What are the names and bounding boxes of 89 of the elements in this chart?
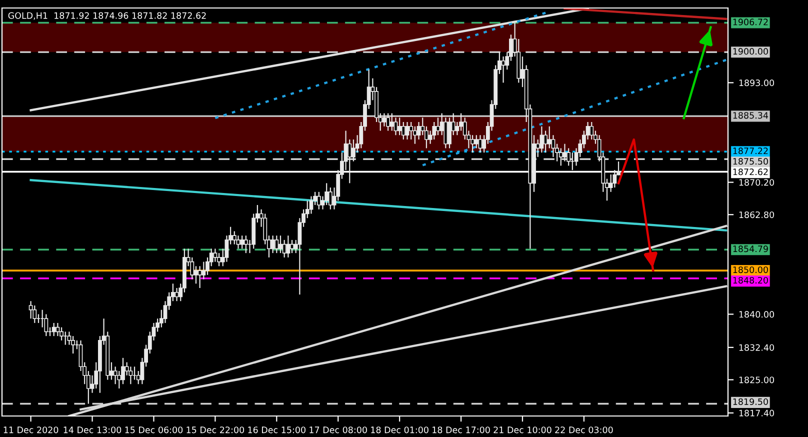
candlestick — [608, 174, 613, 192]
candlestick — [562, 143, 567, 162]
candlestick — [274, 235, 279, 254]
candlestick — [309, 196, 314, 214]
candlestick — [32, 304, 37, 324]
candlestick — [348, 138, 352, 184]
x-tick-label: 22 Dec 03:00 — [555, 426, 613, 434]
x-tick-label: 11 Dec 2020 — [4, 426, 58, 434]
candlestick — [328, 186, 332, 210]
ref-line-label: 1906.72 — [733, 18, 768, 26]
candlestick — [198, 266, 202, 289]
candlestick — [213, 248, 218, 262]
candlestick — [558, 148, 563, 166]
candlestick — [436, 117, 440, 136]
candlestick — [432, 121, 436, 140]
ref-line-label: 1885.34 — [733, 112, 768, 119]
ref-line-label: 1872.62 — [733, 168, 768, 176]
candlestick — [117, 370, 122, 390]
candlestick — [386, 112, 390, 132]
ref-line-label: 1877.22 — [733, 148, 768, 154]
x-tick-label: 16 Dec 15:00 — [248, 426, 306, 434]
candlestick — [382, 112, 386, 127]
candlestick — [174, 287, 179, 302]
candlestick — [566, 148, 571, 166]
candlestick — [478, 134, 482, 154]
x-tick-label: 17 Dec 08:00 — [310, 426, 367, 434]
candlestick — [416, 121, 421, 140]
candlestick — [202, 261, 206, 280]
x-tick-label: 18 Dec 01:00 — [371, 426, 428, 434]
candlestick — [217, 252, 221, 267]
candlestick — [282, 239, 286, 258]
y-tick-label: 1817.40 — [739, 410, 774, 416]
candlestick — [390, 112, 394, 132]
candlestick — [286, 235, 290, 258]
candlestick — [71, 336, 76, 354]
candlestick — [501, 56, 506, 84]
candlestick — [401, 121, 406, 140]
candlestick — [324, 182, 329, 206]
y-tick-label: 1832.40 — [739, 344, 774, 351]
ref-line-label: 1819.50 — [733, 398, 768, 405]
candlestick — [316, 191, 321, 210]
y-tick-label: 1870.20 — [739, 179, 774, 186]
x-tick-label: 15 Dec 22:00 — [186, 426, 244, 434]
candlestick — [394, 117, 398, 136]
y-tick-label: 1862.80 — [739, 211, 774, 218]
candlestick — [412, 126, 417, 144]
candlestick — [278, 235, 282, 254]
candlestick — [290, 239, 294, 254]
candlestick — [405, 121, 410, 140]
candlestick — [244, 235, 248, 254]
candlestick — [352, 138, 356, 162]
candlestick — [459, 112, 463, 132]
candlestick — [540, 126, 544, 154]
ref-line-label: 1900.00 — [733, 48, 768, 55]
x-tick-label: 18 Dec 17:00 — [432, 426, 490, 434]
candlestick — [113, 366, 118, 385]
candlestick — [470, 134, 475, 154]
x-tick-label: 15 Dec 06:00 — [125, 426, 183, 434]
candlestick — [194, 266, 198, 284]
candlestick — [236, 235, 240, 250]
candlestick — [56, 322, 60, 337]
chart-title: GOLD,H1 1871.92 1874.96 1871.82 1872.62 — [8, 12, 206, 20]
y-tick-label: 1840.00 — [739, 311, 774, 318]
candlestick — [398, 117, 402, 136]
candlestick — [121, 357, 125, 385]
x-tick-label: 14 Dec 13:00 — [64, 426, 122, 434]
candlestick — [240, 235, 244, 250]
candlestick — [590, 121, 594, 140]
candlestick — [128, 366, 133, 385]
candlestick — [28, 300, 33, 320]
candlestick — [547, 126, 552, 149]
y-tick-label: 1893.00 — [739, 80, 774, 86]
x-tick-label: 21 Dec 10:00 — [494, 426, 552, 434]
candlestick — [612, 170, 617, 188]
candlestick — [409, 121, 414, 140]
y-tick-label: 1825.00 — [739, 376, 774, 384]
candlestick — [52, 322, 56, 337]
candlestick — [544, 130, 548, 154]
candlestick — [448, 117, 452, 149]
candlestick — [232, 230, 236, 245]
ref-line-label: 1875.50 — [733, 158, 768, 165]
candlestick — [270, 235, 275, 254]
candlestick — [474, 134, 478, 149]
candlestick — [44, 314, 48, 337]
ref-line-label: 1850.00 — [733, 266, 768, 274]
candlestick — [444, 117, 448, 149]
ref-line-label: 1854.79 — [733, 246, 768, 252]
candlestick — [60, 326, 64, 341]
ref-line-label: 1848.20 — [733, 276, 768, 284]
